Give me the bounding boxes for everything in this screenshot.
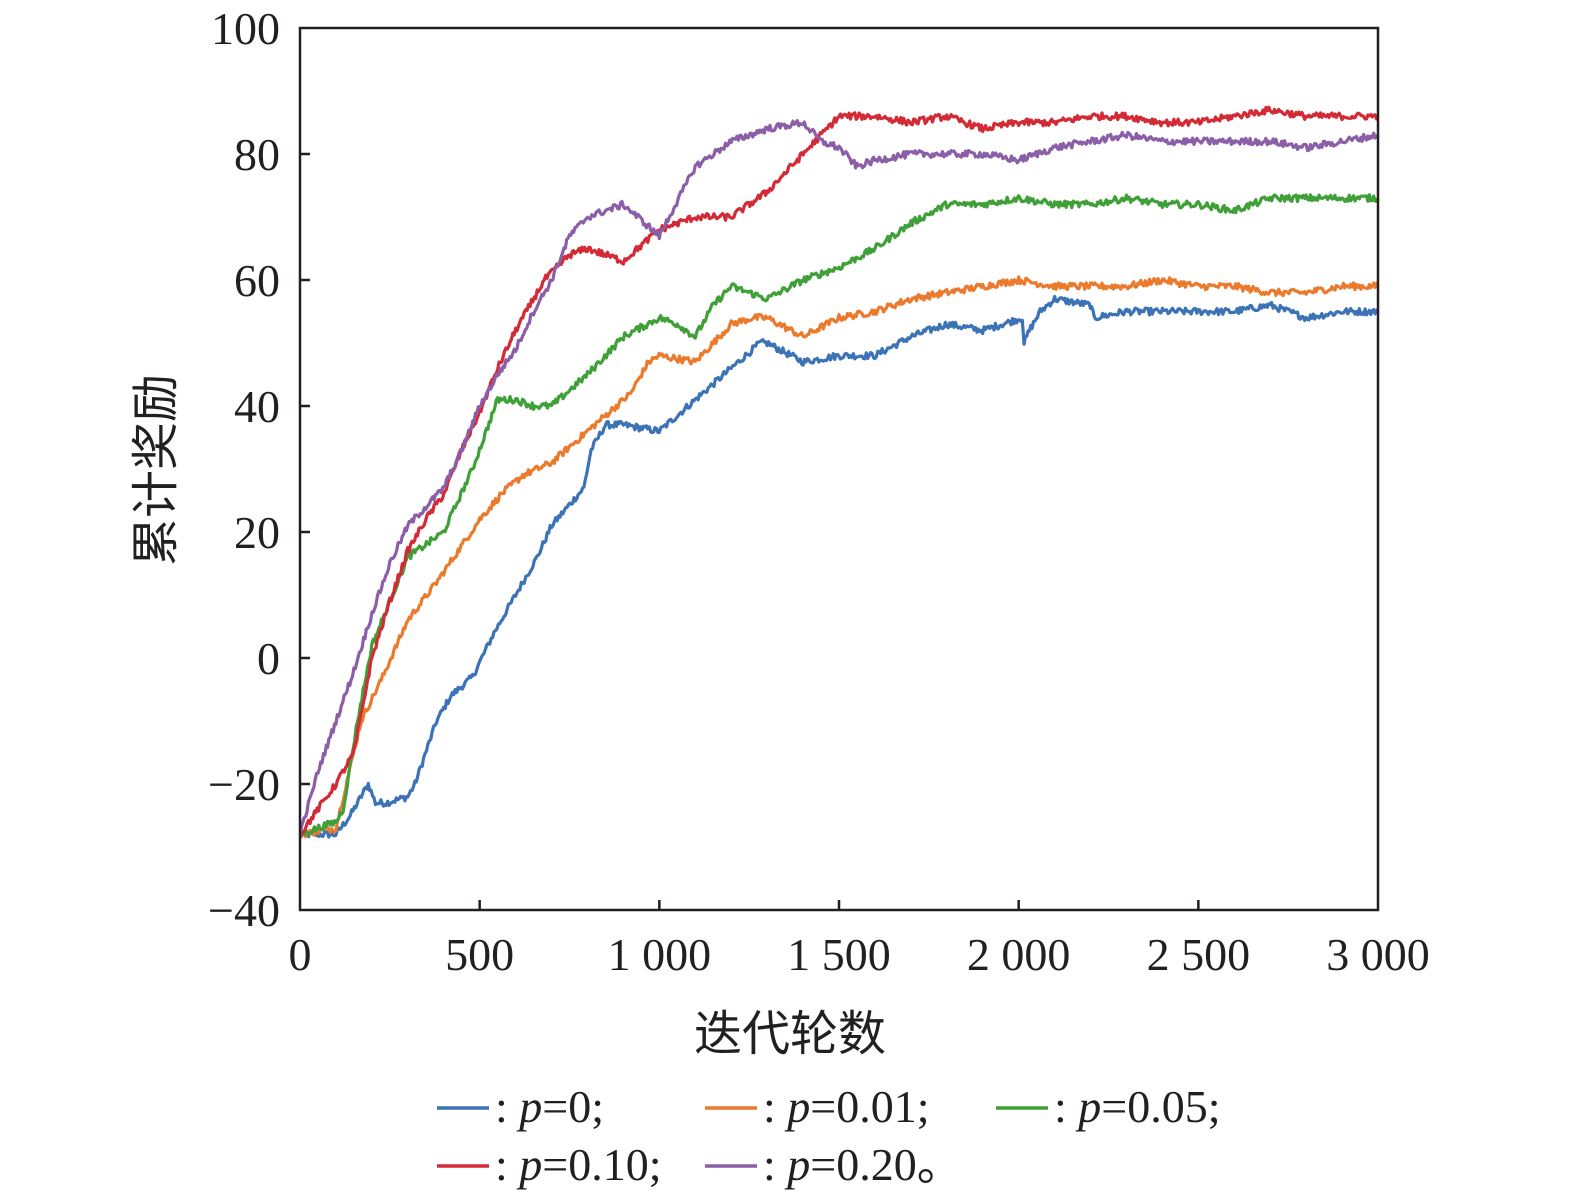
legend-label: : p=0.05; xyxy=(1054,1081,1221,1132)
y-tick-label: −40 xyxy=(208,885,280,936)
series-line-3 xyxy=(300,193,1378,837)
legend-label: : p=0.10; xyxy=(495,1139,662,1190)
x-tick-label: 2 000 xyxy=(967,929,1071,980)
legend-label: : p=0.20。 xyxy=(763,1139,963,1190)
legend-item-2: : p=0.01; xyxy=(705,1081,930,1132)
y-tick-label: 0 xyxy=(257,633,280,684)
series-line-5 xyxy=(300,119,1378,838)
plot-series-group xyxy=(300,105,1378,839)
y-tick-label: 40 xyxy=(234,381,280,432)
y-tick-label: 100 xyxy=(211,3,280,54)
y-tick-label: 60 xyxy=(234,255,280,306)
y-tick-label: −20 xyxy=(208,759,280,810)
x-tick-label: 1 500 xyxy=(787,929,891,980)
x-tick-label: 3 000 xyxy=(1326,929,1430,980)
legend: : p=0; : p=0.01; : p=0.05; : p=0.10; : p=0.2… xyxy=(437,1081,1221,1190)
axis-ticks: 0 500 1 000 1 500 2 000 2 500 3 000 −40 −20 0 20 40… xyxy=(208,3,1430,980)
series-line-2 xyxy=(300,275,1378,839)
y-tick-label: 20 xyxy=(234,507,280,558)
legend-item-4: : p=0.10; xyxy=(437,1139,662,1190)
series-line-4 xyxy=(300,105,1378,837)
x-tick-label: 2 500 xyxy=(1147,929,1251,980)
legend-item-5: : p=0.20。 xyxy=(705,1139,963,1190)
x-axis-title: 迭代轮数 xyxy=(694,1006,886,1062)
x-tick-label: 0 xyxy=(289,929,312,980)
y-axis-title: 累计奖励 xyxy=(128,374,184,566)
legend-item-1: : p=0; xyxy=(437,1081,604,1132)
x-tick-label: 1 000 xyxy=(608,929,712,980)
plot-frame xyxy=(298,26,1380,912)
y-tick-label: 80 xyxy=(234,129,280,180)
legend-label: : p=0.01; xyxy=(763,1081,930,1132)
legend-label: : p=0; xyxy=(495,1081,604,1132)
legend-item-3: : p=0.05; xyxy=(996,1081,1221,1132)
x-tick-label: 500 xyxy=(445,929,514,980)
series-line-1 xyxy=(300,294,1378,839)
